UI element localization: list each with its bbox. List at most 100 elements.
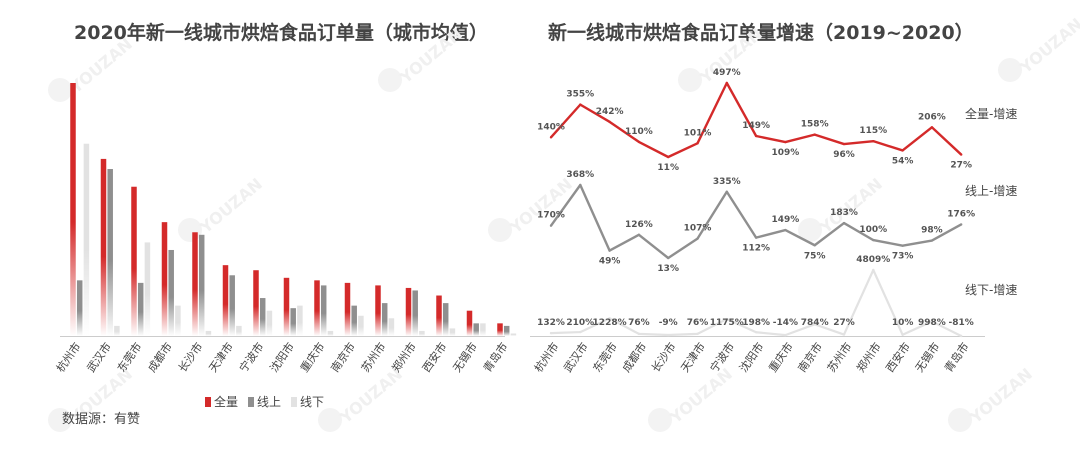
bar-total-14 bbox=[497, 323, 503, 336]
line-point-offline-5 bbox=[696, 332, 699, 336]
bar-offline-11 bbox=[419, 330, 425, 336]
data-label-online-0: 170% bbox=[537, 211, 565, 221]
data-label-offline-5: 76% bbox=[687, 318, 709, 328]
bar-total-13 bbox=[466, 310, 473, 336]
data-label-offline-9: 784% bbox=[801, 318, 829, 328]
bar-x-tick-label: 无锡市 bbox=[450, 340, 480, 375]
data-label-online-10: 183% bbox=[830, 208, 858, 218]
line-point-total-5 bbox=[696, 142, 699, 145]
data-label-offline-8: -14% bbox=[773, 318, 798, 328]
bar-total-3 bbox=[161, 222, 168, 336]
bar-total-8 bbox=[314, 280, 320, 336]
line-point-offline-14 bbox=[960, 334, 963, 338]
line-point-online-7 bbox=[754, 236, 758, 239]
data-label-total-5: 101% bbox=[684, 128, 712, 138]
line-point-online-5 bbox=[696, 237, 699, 240]
line-point-offline-7 bbox=[754, 331, 758, 334]
line-point-total-9 bbox=[813, 133, 816, 136]
data-label-offline-12: 10% bbox=[892, 318, 914, 328]
bar-x-tick-label: 武汉市 bbox=[84, 340, 114, 375]
data-label-online-9: 75% bbox=[804, 251, 826, 261]
line-point-online-11 bbox=[872, 238, 875, 242]
bar-offline-6 bbox=[266, 310, 273, 336]
bar-online-14 bbox=[503, 325, 510, 336]
watermark-logo-icon bbox=[318, 408, 342, 432]
data-label-online-7: 112% bbox=[742, 244, 770, 254]
data-label-total-2: 242% bbox=[596, 107, 624, 117]
line-point-total-11 bbox=[872, 139, 875, 143]
legend-label-total: 全量 bbox=[214, 395, 239, 409]
data-label-total-0: 140% bbox=[537, 122, 565, 132]
data-label-offline-2: 1228% bbox=[593, 318, 627, 328]
data-label-total-13: 206% bbox=[918, 112, 946, 122]
line-point-online-2 bbox=[608, 249, 611, 252]
bar-offline-9 bbox=[358, 315, 364, 336]
bar-x-tick-label: 重庆市 bbox=[297, 340, 327, 375]
bar-online-5 bbox=[229, 275, 235, 336]
line-point-online-10 bbox=[842, 221, 846, 225]
bar-offline-2 bbox=[144, 242, 151, 336]
data-label-total-4: 11% bbox=[657, 163, 679, 173]
data-label-offline-0: 132% bbox=[537, 318, 565, 328]
bar-online-12 bbox=[442, 303, 449, 336]
line-point-online-4 bbox=[667, 256, 670, 260]
bar-online-0 bbox=[76, 280, 83, 336]
bar-online-1 bbox=[107, 169, 113, 336]
line-x-tick-label: 郑州市 bbox=[853, 340, 883, 375]
line-point-offline-11 bbox=[872, 268, 875, 272]
bar-offline-1 bbox=[114, 325, 120, 336]
data-label-offline-13: 998% bbox=[918, 318, 946, 328]
data-label-online-11: 100% bbox=[859, 225, 887, 235]
data-label-offline-11: 4809% bbox=[856, 255, 890, 265]
line-point-total-2 bbox=[608, 120, 611, 124]
watermark-text: YOUZAN bbox=[196, 174, 266, 237]
line-point-total-7 bbox=[754, 134, 758, 138]
data-label-online-1: 368% bbox=[566, 170, 594, 180]
line-point-offline-9 bbox=[813, 323, 816, 326]
line-point-offline-10 bbox=[842, 333, 846, 336]
data-label-online-2: 49% bbox=[599, 257, 621, 267]
line-x-tick-label: 杭州市 bbox=[531, 340, 561, 375]
line-x-tick-label: 武汉市 bbox=[560, 340, 590, 375]
data-label-total-10: 96% bbox=[833, 150, 855, 160]
line-x-tick-label: 西安市 bbox=[883, 340, 913, 375]
line-x-tick-label: 青岛市 bbox=[941, 340, 971, 375]
bar-offline-14 bbox=[510, 333, 517, 336]
data-label-offline-7: 198% bbox=[742, 318, 770, 328]
bar-x-tick-label: 苏州市 bbox=[358, 340, 388, 375]
watermark-logo-icon bbox=[378, 68, 402, 92]
series-label-online: 线上-增速 bbox=[965, 184, 1017, 198]
watermark-logo-icon bbox=[48, 408, 72, 432]
bar-x-tick-label: 成都市 bbox=[145, 340, 175, 375]
line-point-offline-12 bbox=[901, 333, 904, 336]
line-point-online-14 bbox=[960, 223, 963, 226]
data-label-online-12: 73% bbox=[892, 252, 914, 262]
line-point-total-3 bbox=[637, 140, 641, 144]
line-point-online-6 bbox=[725, 190, 728, 193]
bar-x-tick-label: 杭州市 bbox=[53, 340, 83, 375]
line-point-total-10 bbox=[842, 142, 846, 146]
watermark-logo-icon bbox=[678, 68, 702, 92]
line-point-offline-1 bbox=[579, 330, 582, 334]
bar-total-7 bbox=[283, 277, 290, 336]
watermark-text: YOUZAN bbox=[1016, 14, 1080, 77]
line-point-total-14 bbox=[960, 153, 963, 156]
bar-x-tick-label: 郑州市 bbox=[389, 340, 419, 375]
line-point-offline-8 bbox=[784, 333, 787, 337]
legend-item-online: 线上 bbox=[248, 393, 281, 410]
data-label-offline-1: 210% bbox=[566, 318, 594, 328]
watermark-text: YOUZAN bbox=[666, 364, 736, 427]
data-label-total-11: 115% bbox=[859, 126, 887, 136]
bar-online-3 bbox=[168, 249, 174, 336]
bar-total-0 bbox=[70, 83, 76, 336]
line-point-offline-4 bbox=[667, 333, 670, 337]
data-label-total-14: 27% bbox=[950, 161, 972, 171]
data-label-total-12: 54% bbox=[892, 156, 914, 166]
bar-online-9 bbox=[351, 305, 357, 336]
line-point-online-1 bbox=[579, 183, 582, 187]
bar-offline-4 bbox=[205, 330, 212, 336]
line-point-online-3 bbox=[637, 233, 641, 236]
line-point-online-8 bbox=[784, 228, 787, 232]
bar-offline-10 bbox=[388, 318, 395, 336]
bar-offline-3 bbox=[175, 305, 181, 336]
